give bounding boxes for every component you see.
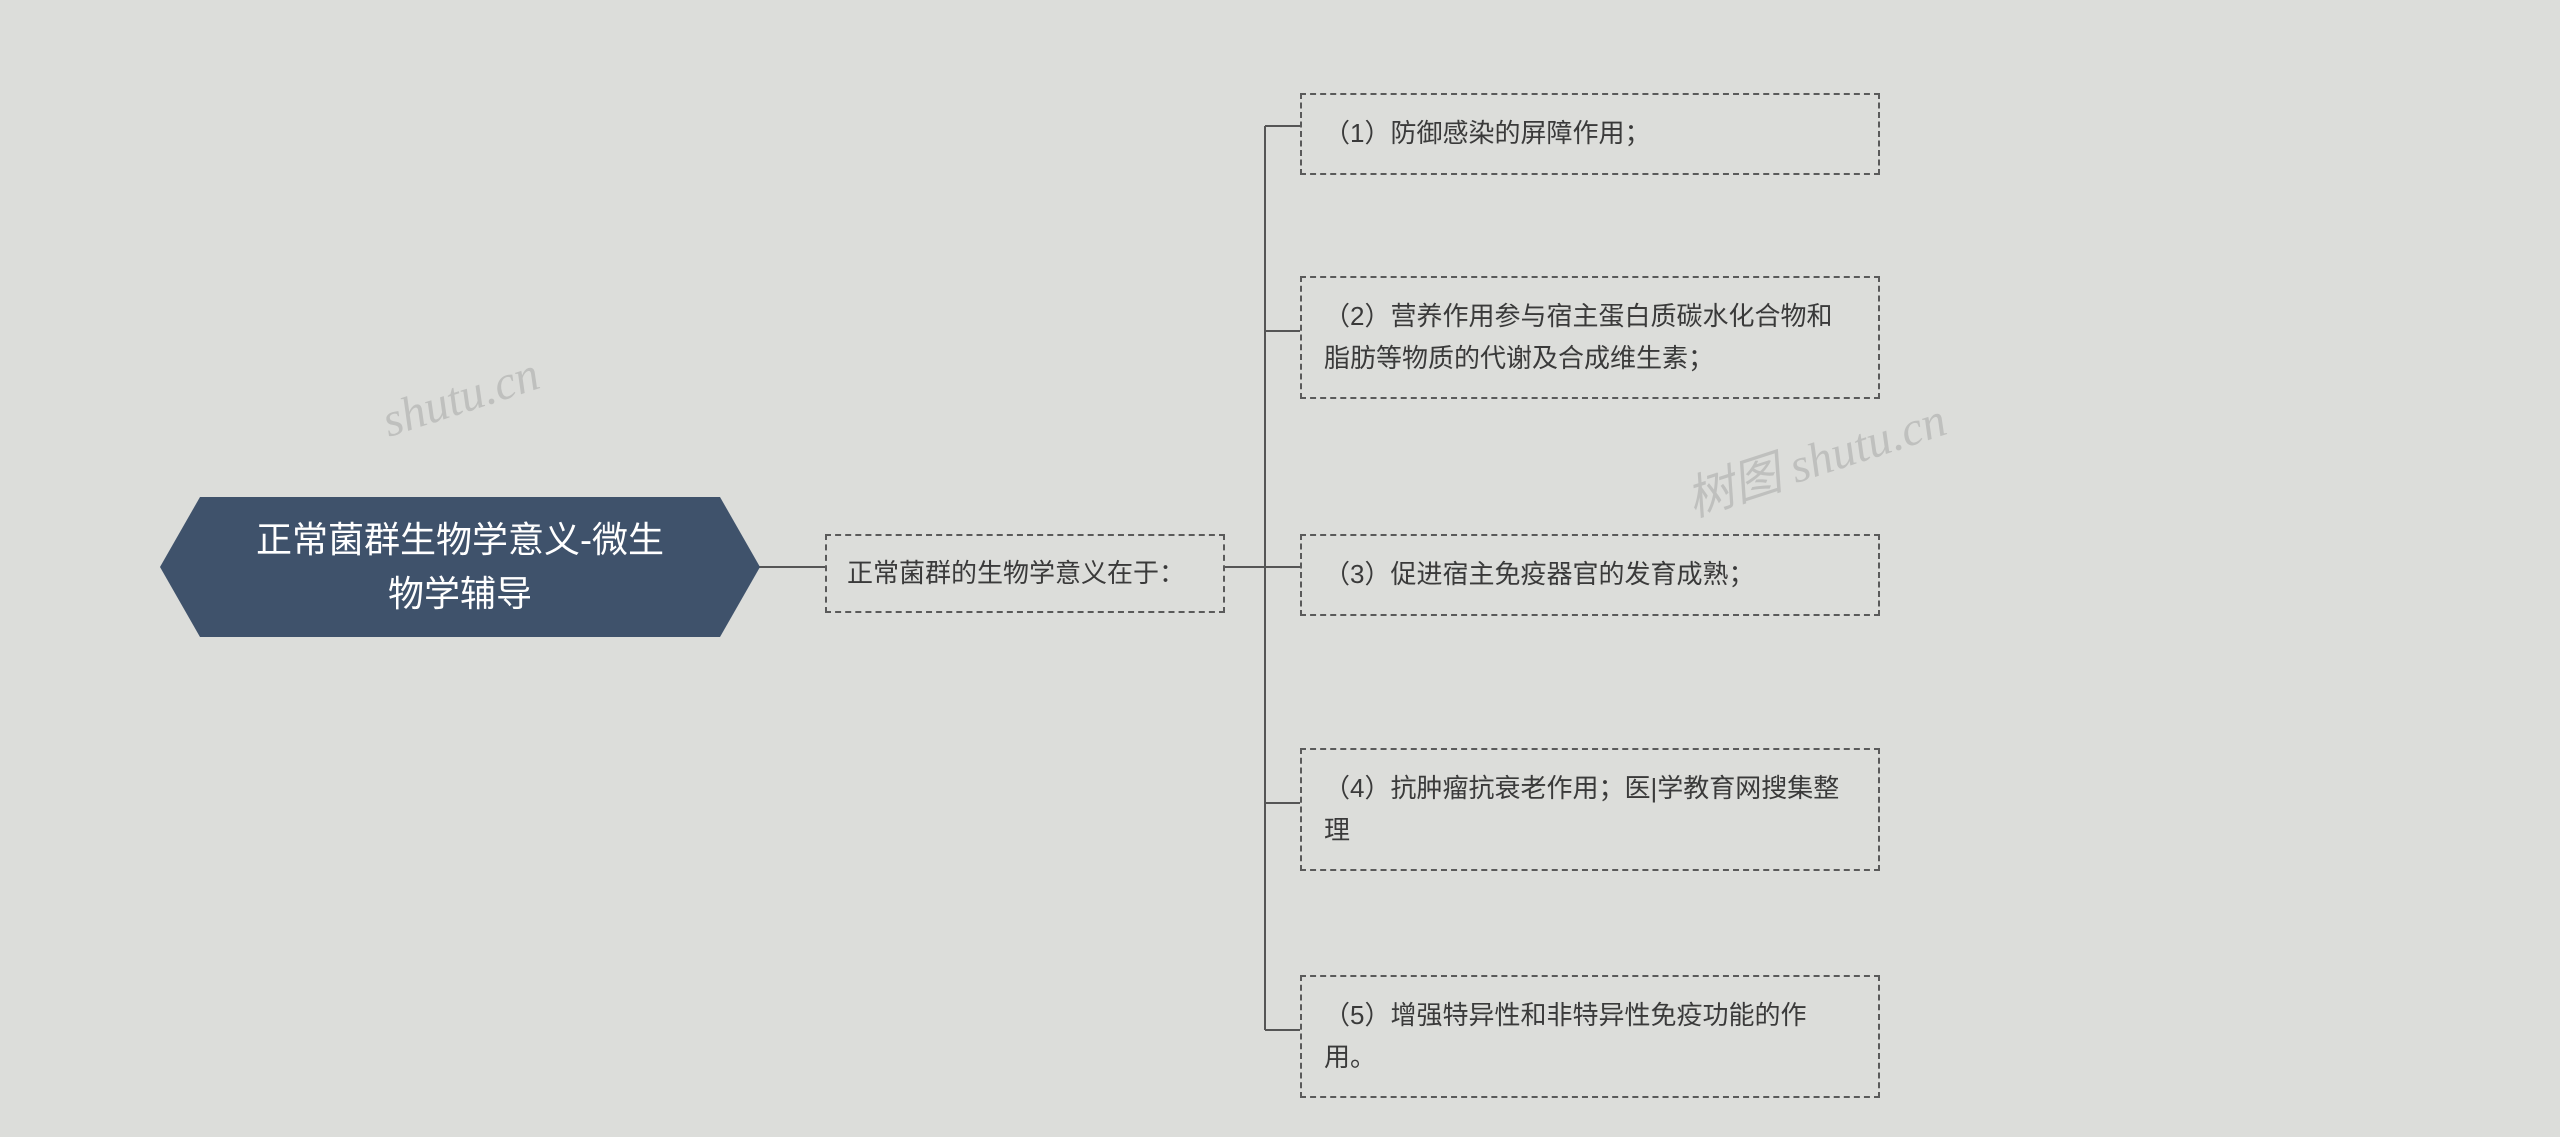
leaf-node-2: （2）营养作用参与宿主蛋白质碳水化合物和脂肪等物质的代谢及合成维生素；: [1300, 276, 1880, 399]
root-node-label: 正常菌群生物学意义-微生 物学辅导: [240, 513, 680, 621]
watermark: shutu.cn: [375, 346, 545, 448]
leaf-node-label: （2）营养作用参与宿主蛋白质碳水化合物和脂肪等物质的代谢及合成维生素；: [1324, 296, 1856, 379]
watermark: 树图 shutu.cn: [1676, 380, 1954, 530]
leaf-node-label: （3）促进宿主免疫器官的发育成熟；: [1324, 554, 1754, 596]
leaf-node-label: （5）增强特异性和非特异性免疫功能的作用。: [1324, 995, 1856, 1078]
leaf-node-label: （1）防御感染的屏障作用；: [1324, 113, 1650, 155]
leaf-node-3: （3）促进宿主免疫器官的发育成熟；: [1300, 534, 1880, 616]
root-node: 正常菌群生物学意义-微生 物学辅导: [200, 497, 720, 637]
leaf-node-5: （5）增强特异性和非特异性免疫功能的作用。: [1300, 975, 1880, 1098]
leaf-node-label: （4）抗肿瘤抗衰老作用；医|学教育网搜集整理: [1324, 768, 1856, 851]
leaf-node-1: （1）防御感染的屏障作用；: [1300, 93, 1880, 175]
leaf-node-4: （4）抗肿瘤抗衰老作用；医|学教育网搜集整理: [1300, 748, 1880, 871]
branch-node-label: 正常菌群的生物学意义在于：: [847, 554, 1185, 593]
branch-node: 正常菌群的生物学意义在于：: [825, 534, 1225, 613]
